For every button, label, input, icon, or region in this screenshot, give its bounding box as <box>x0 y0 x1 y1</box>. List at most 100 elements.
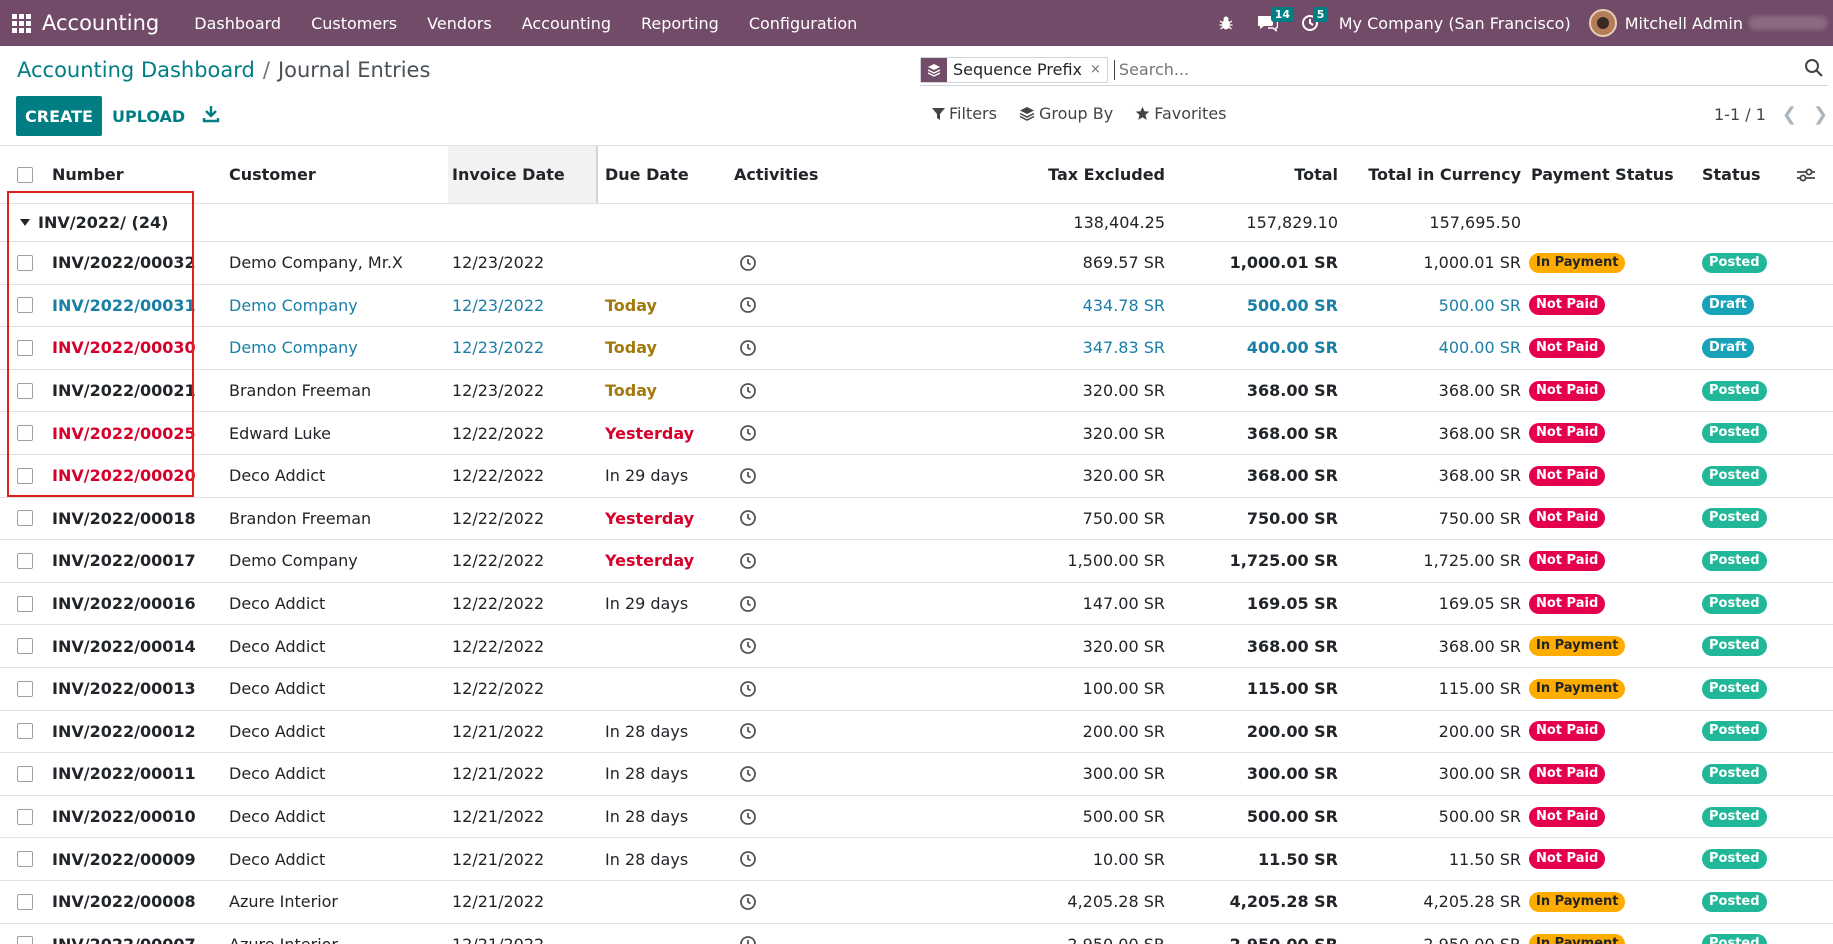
user-avatar[interactable] <box>1588 9 1617 37</box>
row-checkbox[interactable] <box>17 796 33 838</box>
row-checkbox[interactable] <box>17 455 33 497</box>
group-row[interactable]: INV/2022/ (24) 138,404.25 157,829.10 157… <box>0 204 1833 242</box>
column-invoice-date[interactable]: Invoice Date <box>448 146 598 203</box>
caret-down-icon <box>20 219 30 226</box>
optional-columns-icon[interactable] <box>1796 146 1816 203</box>
activity-clock-icon[interactable] <box>739 796 757 838</box>
create-button[interactable]: CREATE <box>16 96 102 136</box>
column-total[interactable]: Total <box>1294 165 1338 184</box>
row-checkbox[interactable] <box>17 753 33 795</box>
payment-status-badge: In Payment <box>1529 252 1626 273</box>
row-number: INV/2022/00016 <box>52 594 196 614</box>
table-row[interactable]: INV/2022/00009 Deco Addict 12/21/2022 In 28… <box>0 838 1833 881</box>
menu-customers[interactable]: Customers <box>311 13 398 33</box>
column-customer[interactable]: Customer <box>229 165 316 184</box>
column-payment-status[interactable]: Payment Status <box>1531 165 1674 184</box>
row-checkbox[interactable] <box>17 711 33 753</box>
row-checkbox[interactable] <box>17 412 33 454</box>
row-checkbox[interactable] <box>17 924 33 944</box>
activity-clock-icon[interactable] <box>739 540 757 582</box>
activity-clock-icon[interactable] <box>739 881 757 923</box>
table-row[interactable]: INV/2022/00025 Edward Luke 12/22/2022 Yeste… <box>0 412 1833 455</box>
apps-grid-icon[interactable] <box>0 0 42 46</box>
menu-accounting[interactable]: Accounting <box>521 13 612 33</box>
row-number: INV/2022/00011 <box>52 764 196 784</box>
column-number[interactable]: Number <box>52 165 124 184</box>
column-status[interactable]: Status <box>1702 165 1761 184</box>
filters-dropdown[interactable]: Filters <box>932 104 997 123</box>
row-checkbox[interactable] <box>17 327 33 369</box>
table-row[interactable]: INV/2022/00030 Demo Company 12/23/2022 Toda… <box>0 327 1833 370</box>
menu-dashboard[interactable]: Dashboard <box>194 13 282 33</box>
table-row[interactable]: INV/2022/00014 Deco Addict 12/22/2022 320.0… <box>0 625 1833 668</box>
activity-clock-icon[interactable] <box>739 924 757 944</box>
table-row[interactable]: INV/2022/00032 Demo Company, Mr.X 12/23/20… <box>0 242 1833 285</box>
groupby-dropdown[interactable]: Group By <box>1019 104 1113 123</box>
menu-configuration[interactable]: Configuration <box>748 13 858 33</box>
activity-clock-icon[interactable] <box>739 327 757 369</box>
table-row[interactable]: INV/2022/00018 Brandon Freeman 12/22/2022 Y… <box>0 498 1833 541</box>
row-number: INV/2022/00012 <box>52 721 196 741</box>
activity-clock-icon[interactable] <box>739 583 757 625</box>
row-total-in-currency: 11.50 SR <box>1448 849 1521 869</box>
row-checkbox[interactable] <box>17 540 33 582</box>
row-checkbox[interactable] <box>17 583 33 625</box>
select-all-checkbox[interactable] <box>17 146 33 203</box>
table-row[interactable]: INV/2022/00021 Brandon Freeman 12/23/2022 T… <box>0 370 1833 413</box>
breadcrumb-parent-link[interactable]: Accounting Dashboard <box>17 58 255 82</box>
row-number: INV/2022/00010 <box>52 807 196 827</box>
group-header[interactable]: INV/2022/ (24) <box>20 204 168 241</box>
column-total-in-currency[interactable]: Total in Currency <box>1368 165 1521 184</box>
row-checkbox[interactable] <box>17 370 33 412</box>
company-switcher[interactable]: My Company (San Francisco) <box>1338 13 1571 33</box>
column-due-date[interactable]: Due Date <box>605 165 689 184</box>
row-checkbox[interactable] <box>17 498 33 540</box>
column-activities[interactable]: Activities <box>734 165 819 184</box>
table-row[interactable]: INV/2022/00013 Deco Addict 12/22/2022 100.0… <box>0 668 1833 711</box>
row-checkbox[interactable] <box>17 242 33 284</box>
row-checkbox[interactable] <box>17 881 33 923</box>
column-tax-excluded[interactable]: Tax Excluded <box>1048 165 1165 184</box>
activity-clock-icon[interactable] <box>739 370 757 412</box>
activity-clock-icon[interactable] <box>739 412 757 454</box>
table-row[interactable]: INV/2022/00016 Deco Addict 12/22/2022 In 29… <box>0 583 1833 626</box>
table-row[interactable]: INV/2022/00007 Azure Interior 12/21/2022 2,… <box>0 924 1833 944</box>
search-icon[interactable] <box>1804 58 1826 80</box>
app-name[interactable]: Accounting <box>42 11 160 35</box>
pager-value[interactable]: 1-1 / 1 <box>1714 105 1766 124</box>
download-icon[interactable] <box>202 104 222 126</box>
row-checkbox[interactable] <box>17 285 33 327</box>
facet-remove-button[interactable]: × <box>1090 62 1101 77</box>
activity-clock-icon[interactable] <box>739 498 757 540</box>
clock-icon[interactable]: 5 <box>1289 0 1331 46</box>
table-row[interactable]: INV/2022/00010 Deco Addict 12/21/2022 In 28… <box>0 796 1833 839</box>
table-row[interactable]: INV/2022/00011 Deco Addict 12/21/2022 In 28… <box>0 753 1833 796</box>
bug-icon[interactable] <box>1205 0 1247 46</box>
table-row[interactable]: INV/2022/00017 Demo Company 12/22/2022 Yest… <box>0 540 1833 583</box>
chevron-right-icon[interactable]: ❯ <box>1812 104 1829 125</box>
menu-reporting[interactable]: Reporting <box>641 13 719 33</box>
row-checkbox[interactable] <box>17 838 33 880</box>
user-menu[interactable]: Mitchell Admin <box>1624 13 1743 33</box>
row-checkbox[interactable] <box>17 625 33 667</box>
favorites-dropdown[interactable]: Favorites <box>1135 104 1227 123</box>
activity-clock-icon[interactable] <box>739 753 757 795</box>
activity-clock-icon[interactable] <box>739 242 757 284</box>
table-row[interactable]: INV/2022/00012 Deco Addict 12/21/2022 In 28… <box>0 711 1833 754</box>
table-row[interactable]: INV/2022/00020 Deco Addict 12/22/2022 In 29… <box>0 455 1833 498</box>
table-row[interactable]: INV/2022/00031 Demo Company 12/23/2022 Toda… <box>0 285 1833 328</box>
activity-clock-icon[interactable] <box>739 285 757 327</box>
activity-clock-icon[interactable] <box>739 668 757 710</box>
activity-clock-icon[interactable] <box>739 838 757 880</box>
upload-button[interactable]: UPLOAD <box>112 106 186 126</box>
table-row[interactable]: INV/2022/00008 Azure Interior 12/21/2022 4,… <box>0 881 1833 924</box>
row-checkbox[interactable] <box>17 668 33 710</box>
payment-status-badge: Not Paid <box>1529 806 1606 827</box>
search-input[interactable] <box>1113 59 1714 80</box>
chevron-left-icon[interactable]: ❮ <box>1781 104 1797 125</box>
activity-clock-icon[interactable] <box>739 625 757 667</box>
menu-vendors[interactable]: Vendors <box>427 13 492 33</box>
chat-icon[interactable]: 14 <box>1247 0 1295 46</box>
activity-clock-icon[interactable] <box>739 455 757 497</box>
activity-clock-icon[interactable] <box>739 711 757 753</box>
